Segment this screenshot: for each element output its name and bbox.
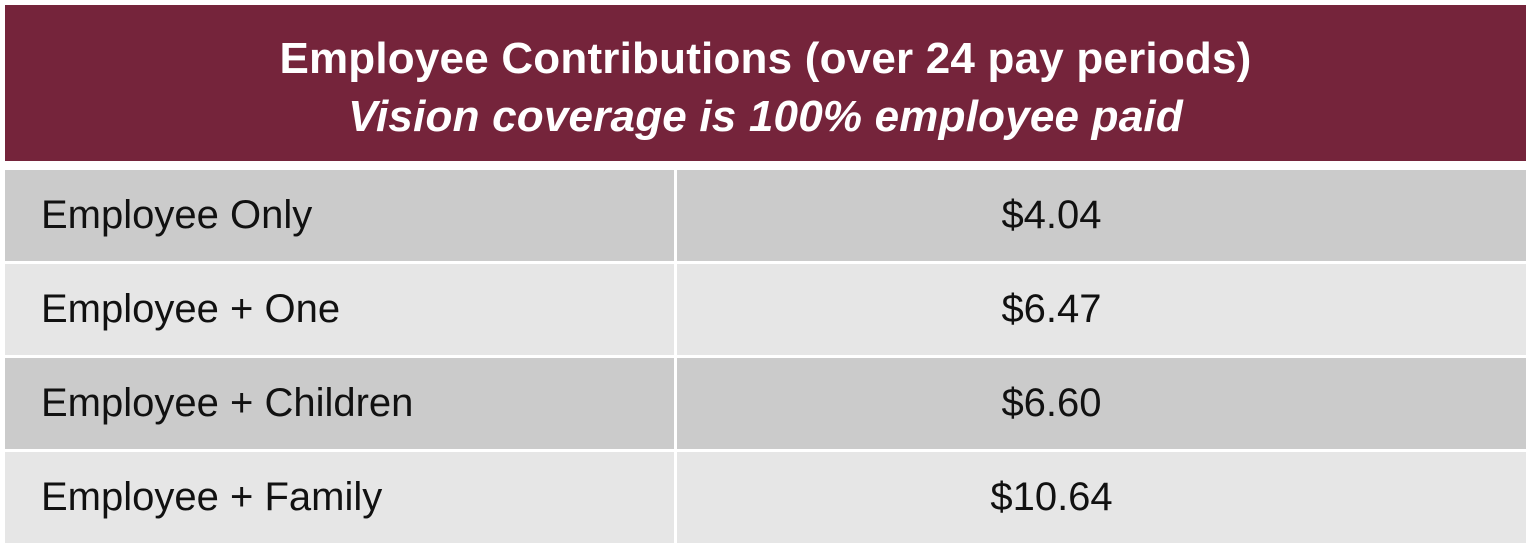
coverage-tier-cell: Employee + One — [5, 264, 674, 355]
contribution-amount-cell: $10.64 — [677, 452, 1526, 543]
table-title: Employee Contributions (over 24 pay peri… — [279, 34, 1252, 83]
table-row: Employee Only $4.04 — [5, 170, 1526, 261]
coverage-tier-cell: Employee + Children — [5, 358, 674, 449]
table-body: Employee Only $4.04 Employee + One $6.47… — [5, 170, 1526, 543]
coverage-tier-cell: Employee + Family — [5, 452, 674, 543]
contribution-amount-cell: $6.60 — [677, 358, 1526, 449]
table-row: Employee + One $6.47 — [5, 264, 1526, 355]
contribution-amount-cell: $4.04 — [677, 170, 1526, 261]
contribution-amount-cell: $6.47 — [677, 264, 1526, 355]
table-subtitle: Vision coverage is 100% employee paid — [348, 92, 1183, 141]
table-row: Employee + Children $6.60 — [5, 358, 1526, 449]
table-row: Employee + Family $10.64 — [5, 452, 1526, 543]
contributions-table: Employee Contributions (over 24 pay peri… — [5, 5, 1526, 543]
table-header: Employee Contributions (over 24 pay peri… — [5, 5, 1526, 161]
coverage-tier-cell: Employee Only — [5, 170, 674, 261]
